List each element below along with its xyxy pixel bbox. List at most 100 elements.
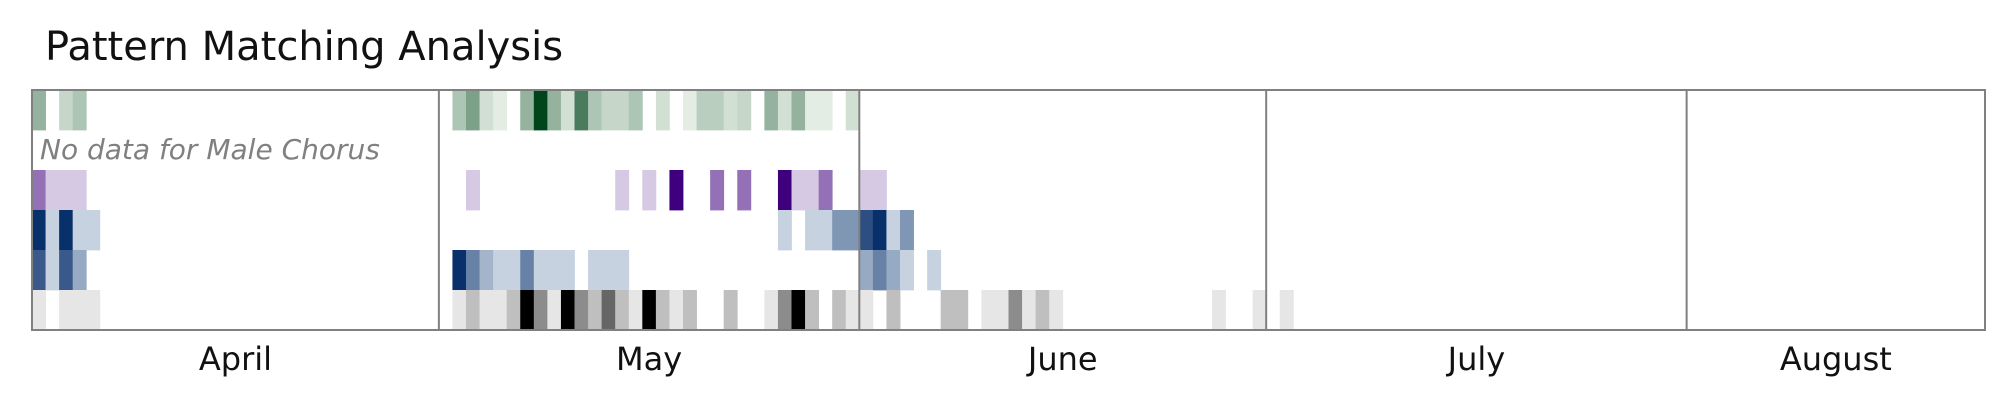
heatmap-cell (520, 250, 535, 291)
heatmap-cell (615, 250, 630, 291)
heatmap-cell (452, 290, 467, 331)
heatmap-cell (655, 90, 670, 131)
heatmap-cell (805, 90, 820, 131)
heatmap-cell (900, 250, 914, 291)
heatmap-cell (886, 290, 901, 331)
heatmap-cell (533, 290, 548, 331)
heatmap-cell (72, 210, 87, 251)
heatmap-cell (886, 250, 901, 291)
heatmap-cell (669, 290, 684, 331)
heatmap-cell (832, 290, 847, 331)
heatmap-cell (845, 210, 860, 251)
heatmap-cell (777, 170, 792, 211)
heatmap-cell (628, 90, 643, 131)
heatmap-cell (466, 250, 480, 291)
heatmap-cell (859, 250, 874, 291)
heatmap-cell (601, 90, 616, 131)
heatmap-cell (59, 290, 74, 331)
heatmap-cell (777, 210, 792, 251)
heatmap-cell (72, 290, 87, 331)
heatmap-cell (533, 250, 548, 291)
heatmap-cell (506, 290, 521, 331)
heatmap-cell (940, 290, 955, 331)
heatmap-cell (86, 290, 101, 331)
heatmap-cell (777, 290, 792, 331)
heatmap-cell (452, 250, 467, 291)
heatmap-cell (59, 210, 74, 251)
heatmap-cell (588, 250, 603, 291)
heatmap-cell (615, 170, 630, 211)
heatmap-cell (72, 170, 87, 211)
heatmap-cell (45, 170, 60, 211)
chart-title: Pattern Matching Analysis (45, 24, 564, 70)
no-data-note: No data for Male Chorus (40, 133, 380, 166)
heatmap-cell (32, 250, 46, 291)
heatmap-cell (520, 290, 535, 331)
heatmap-cell (845, 90, 860, 131)
month-label: June (1026, 340, 1098, 378)
heatmap-cell (832, 210, 847, 251)
heatmap-cell (954, 290, 969, 331)
heatmap-cell (859, 290, 874, 331)
heatmap-cell (723, 290, 738, 331)
heatmap-cell (764, 290, 779, 331)
heatmap-cell (805, 170, 820, 211)
heatmap-cell (493, 250, 508, 291)
heatmap-cell (615, 290, 630, 331)
heatmap-cell (72, 250, 87, 291)
heatmap-cell (466, 170, 480, 211)
heatmap-cell (642, 170, 657, 211)
heatmap-cell (520, 90, 535, 131)
heatmap-cell (1049, 290, 1064, 331)
heatmap-cell (872, 210, 887, 251)
heatmap-cell (927, 250, 942, 291)
heatmap-cell (805, 290, 820, 331)
heatmap-cell (805, 210, 820, 251)
heatmap-cell (466, 90, 480, 131)
heatmap-cell (1035, 290, 1050, 331)
heatmap-cell (777, 90, 792, 131)
heatmap-cell (981, 290, 996, 331)
heatmap-cell (669, 170, 684, 211)
heatmap-cell (737, 90, 752, 131)
heatmap-cell (872, 170, 887, 211)
heatmap-cell (493, 90, 508, 131)
heatmap-cell (547, 290, 562, 331)
heatmap-cell (818, 90, 833, 131)
heatmap-cell (59, 90, 74, 131)
heatmap-cell (994, 290, 1009, 331)
heatmap-cell (32, 170, 46, 211)
heatmap-cell (791, 290, 806, 331)
heatmap-cell (683, 290, 697, 331)
heatmap-cell (479, 290, 494, 331)
plot-border (31, 89, 1986, 331)
heatmap-cell (32, 90, 46, 131)
heatmap-cell (683, 90, 697, 131)
heatmap-cell (588, 290, 603, 331)
heatmap-cell (818, 210, 833, 251)
heatmap-cell (493, 290, 508, 331)
heatmap-cell (560, 90, 575, 131)
heatmap-cell (696, 90, 711, 131)
heatmap-cell (859, 170, 874, 211)
heatmap-cell (560, 290, 575, 331)
heatmap-cell (72, 90, 87, 131)
heatmap-cell (859, 210, 874, 251)
month-label: July (1446, 340, 1506, 378)
heatmap-cell (764, 90, 779, 131)
heatmap-cell (86, 210, 101, 251)
heatmap-cell (533, 90, 548, 131)
heatmap-cell (791, 90, 806, 131)
heatmap-cell (1022, 290, 1037, 331)
month-label: May (616, 340, 682, 378)
heatmap-cell (574, 290, 589, 331)
heatmap-cell (601, 250, 616, 291)
heatmap-cell (872, 250, 887, 291)
heatmap-cell (791, 170, 806, 211)
heatmap-cell (886, 210, 901, 251)
month-label: April (199, 340, 272, 378)
heatmap-cell (588, 90, 603, 131)
heatmap-cell (737, 170, 752, 211)
heatmap-cell (479, 90, 494, 131)
